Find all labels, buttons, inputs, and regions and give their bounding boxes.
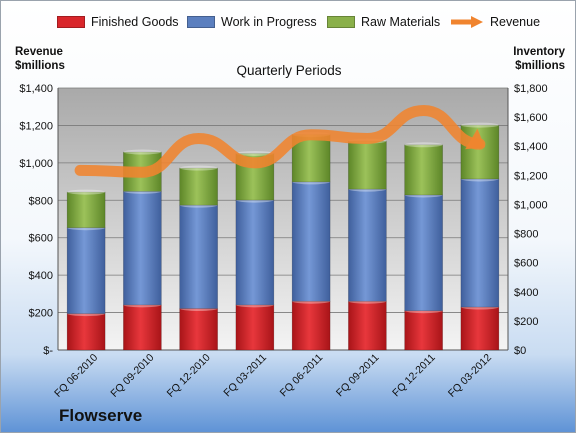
bar-finished-goods	[348, 300, 387, 351]
bar-finished-goods	[179, 308, 218, 351]
chart-title: Quarterly Periods	[236, 63, 342, 78]
legend-work-in-progress: Work in Progress	[187, 15, 317, 29]
left-tick-label: $1,200	[19, 120, 53, 132]
left-tick-label: $1,400	[19, 83, 53, 95]
bar-raw-materials	[179, 167, 218, 206]
bar-finished-goods	[404, 310, 443, 351]
bar-work-in-progress	[235, 199, 275, 306]
bar-finished-goods	[460, 306, 500, 351]
legend-swatch-finished-goods	[57, 16, 85, 28]
legend: Finished Goods Work in Progress Raw Mate…	[1, 15, 575, 35]
revenue-arrowhead	[465, 128, 486, 150]
right-tick-label: $0	[514, 345, 526, 357]
revenue-line	[74, 104, 486, 178]
bar-finished-goods	[123, 304, 162, 351]
left-tick-label: $600	[29, 233, 53, 245]
left-tick-label: $1,000	[19, 158, 53, 170]
legend-label-revenue: Revenue	[490, 15, 541, 29]
bar-top-highlight	[404, 142, 443, 148]
bar-work-in-progress	[179, 204, 218, 309]
legend-swatch-work-in-progress	[187, 16, 215, 28]
bar-top-highlight	[179, 165, 218, 171]
right-tick-label: $1,400	[514, 141, 548, 153]
legend-label-work-in-progress: Work in Progress	[221, 15, 317, 29]
right-tick-label: $1,200	[514, 170, 548, 182]
right-axis-title-line1: Inventory	[513, 46, 565, 58]
left-axis-title-line2: $millions	[15, 60, 65, 72]
x-tick-label: FQ 03-2011	[221, 352, 269, 400]
legend-revenue: Revenue	[449, 15, 540, 29]
bar-finished-goods	[66, 313, 106, 351]
bar-work-in-progress	[404, 194, 443, 312]
x-tick-label: FQ 09-2011	[334, 352, 382, 400]
bar-top-highlight	[235, 151, 274, 156]
bar-work-in-progress	[348, 188, 387, 302]
bar-work-in-progress	[291, 181, 331, 302]
x-tick-label: FQ 12-2010	[165, 352, 213, 400]
bar-raw-materials	[66, 191, 106, 229]
legend-label-finished-goods: Finished Goods	[91, 15, 179, 29]
right-tick-label: $1,600	[514, 112, 548, 124]
x-tick-label: FQ 06-2011	[278, 352, 326, 400]
left-tick-label: $-	[43, 345, 53, 357]
bar-finished-goods	[291, 300, 331, 351]
bar-finished-goods	[235, 304, 275, 351]
right-tick-label: $400	[514, 287, 538, 299]
bar-raw-materials	[348, 140, 387, 190]
left-axis-title: Revenue $millions	[15, 45, 65, 73]
x-tick-label: FQ 06-2010	[52, 352, 100, 400]
left-axis-title-line1: Revenue	[15, 46, 63, 58]
x-tick-label: FQ 12-2011	[390, 352, 438, 400]
legend-label-raw-materials: Raw Materials	[361, 15, 441, 29]
right-tick-label: $600	[514, 258, 538, 270]
bar-top-highlight	[123, 149, 162, 155]
bar-work-in-progress	[123, 191, 162, 306]
right-tick-label: $200	[514, 316, 538, 328]
bar-top-highlight	[460, 122, 499, 128]
x-tick-label: FQ 03-2012	[446, 352, 494, 400]
company-name: Flowserve	[59, 406, 143, 425]
legend-finished-goods: Finished Goods	[57, 15, 179, 29]
left-tick-label: $200	[29, 308, 53, 320]
left-tick-label: $800	[29, 195, 53, 207]
bar-work-in-progress	[66, 227, 106, 314]
left-tick-label: $400	[29, 270, 53, 282]
bar-raw-materials	[460, 124, 500, 180]
right-tick-label: $1,800	[514, 83, 548, 95]
right-axis-title-line2: $millions	[515, 60, 565, 72]
legend-swatch-revenue	[451, 16, 483, 28]
bar-top-highlight	[67, 189, 106, 195]
x-tick-label: FQ 09-2010	[108, 352, 156, 400]
legend-swatch-raw-materials	[327, 16, 355, 28]
bar-raw-materials	[404, 144, 443, 196]
legend-raw-materials: Raw Materials	[327, 15, 440, 29]
right-tick-label: $800	[514, 229, 538, 241]
right-axis-title: Inventory $millions	[507, 45, 565, 73]
right-tick-label: $1,000	[514, 199, 548, 211]
bar-work-in-progress	[460, 178, 500, 308]
